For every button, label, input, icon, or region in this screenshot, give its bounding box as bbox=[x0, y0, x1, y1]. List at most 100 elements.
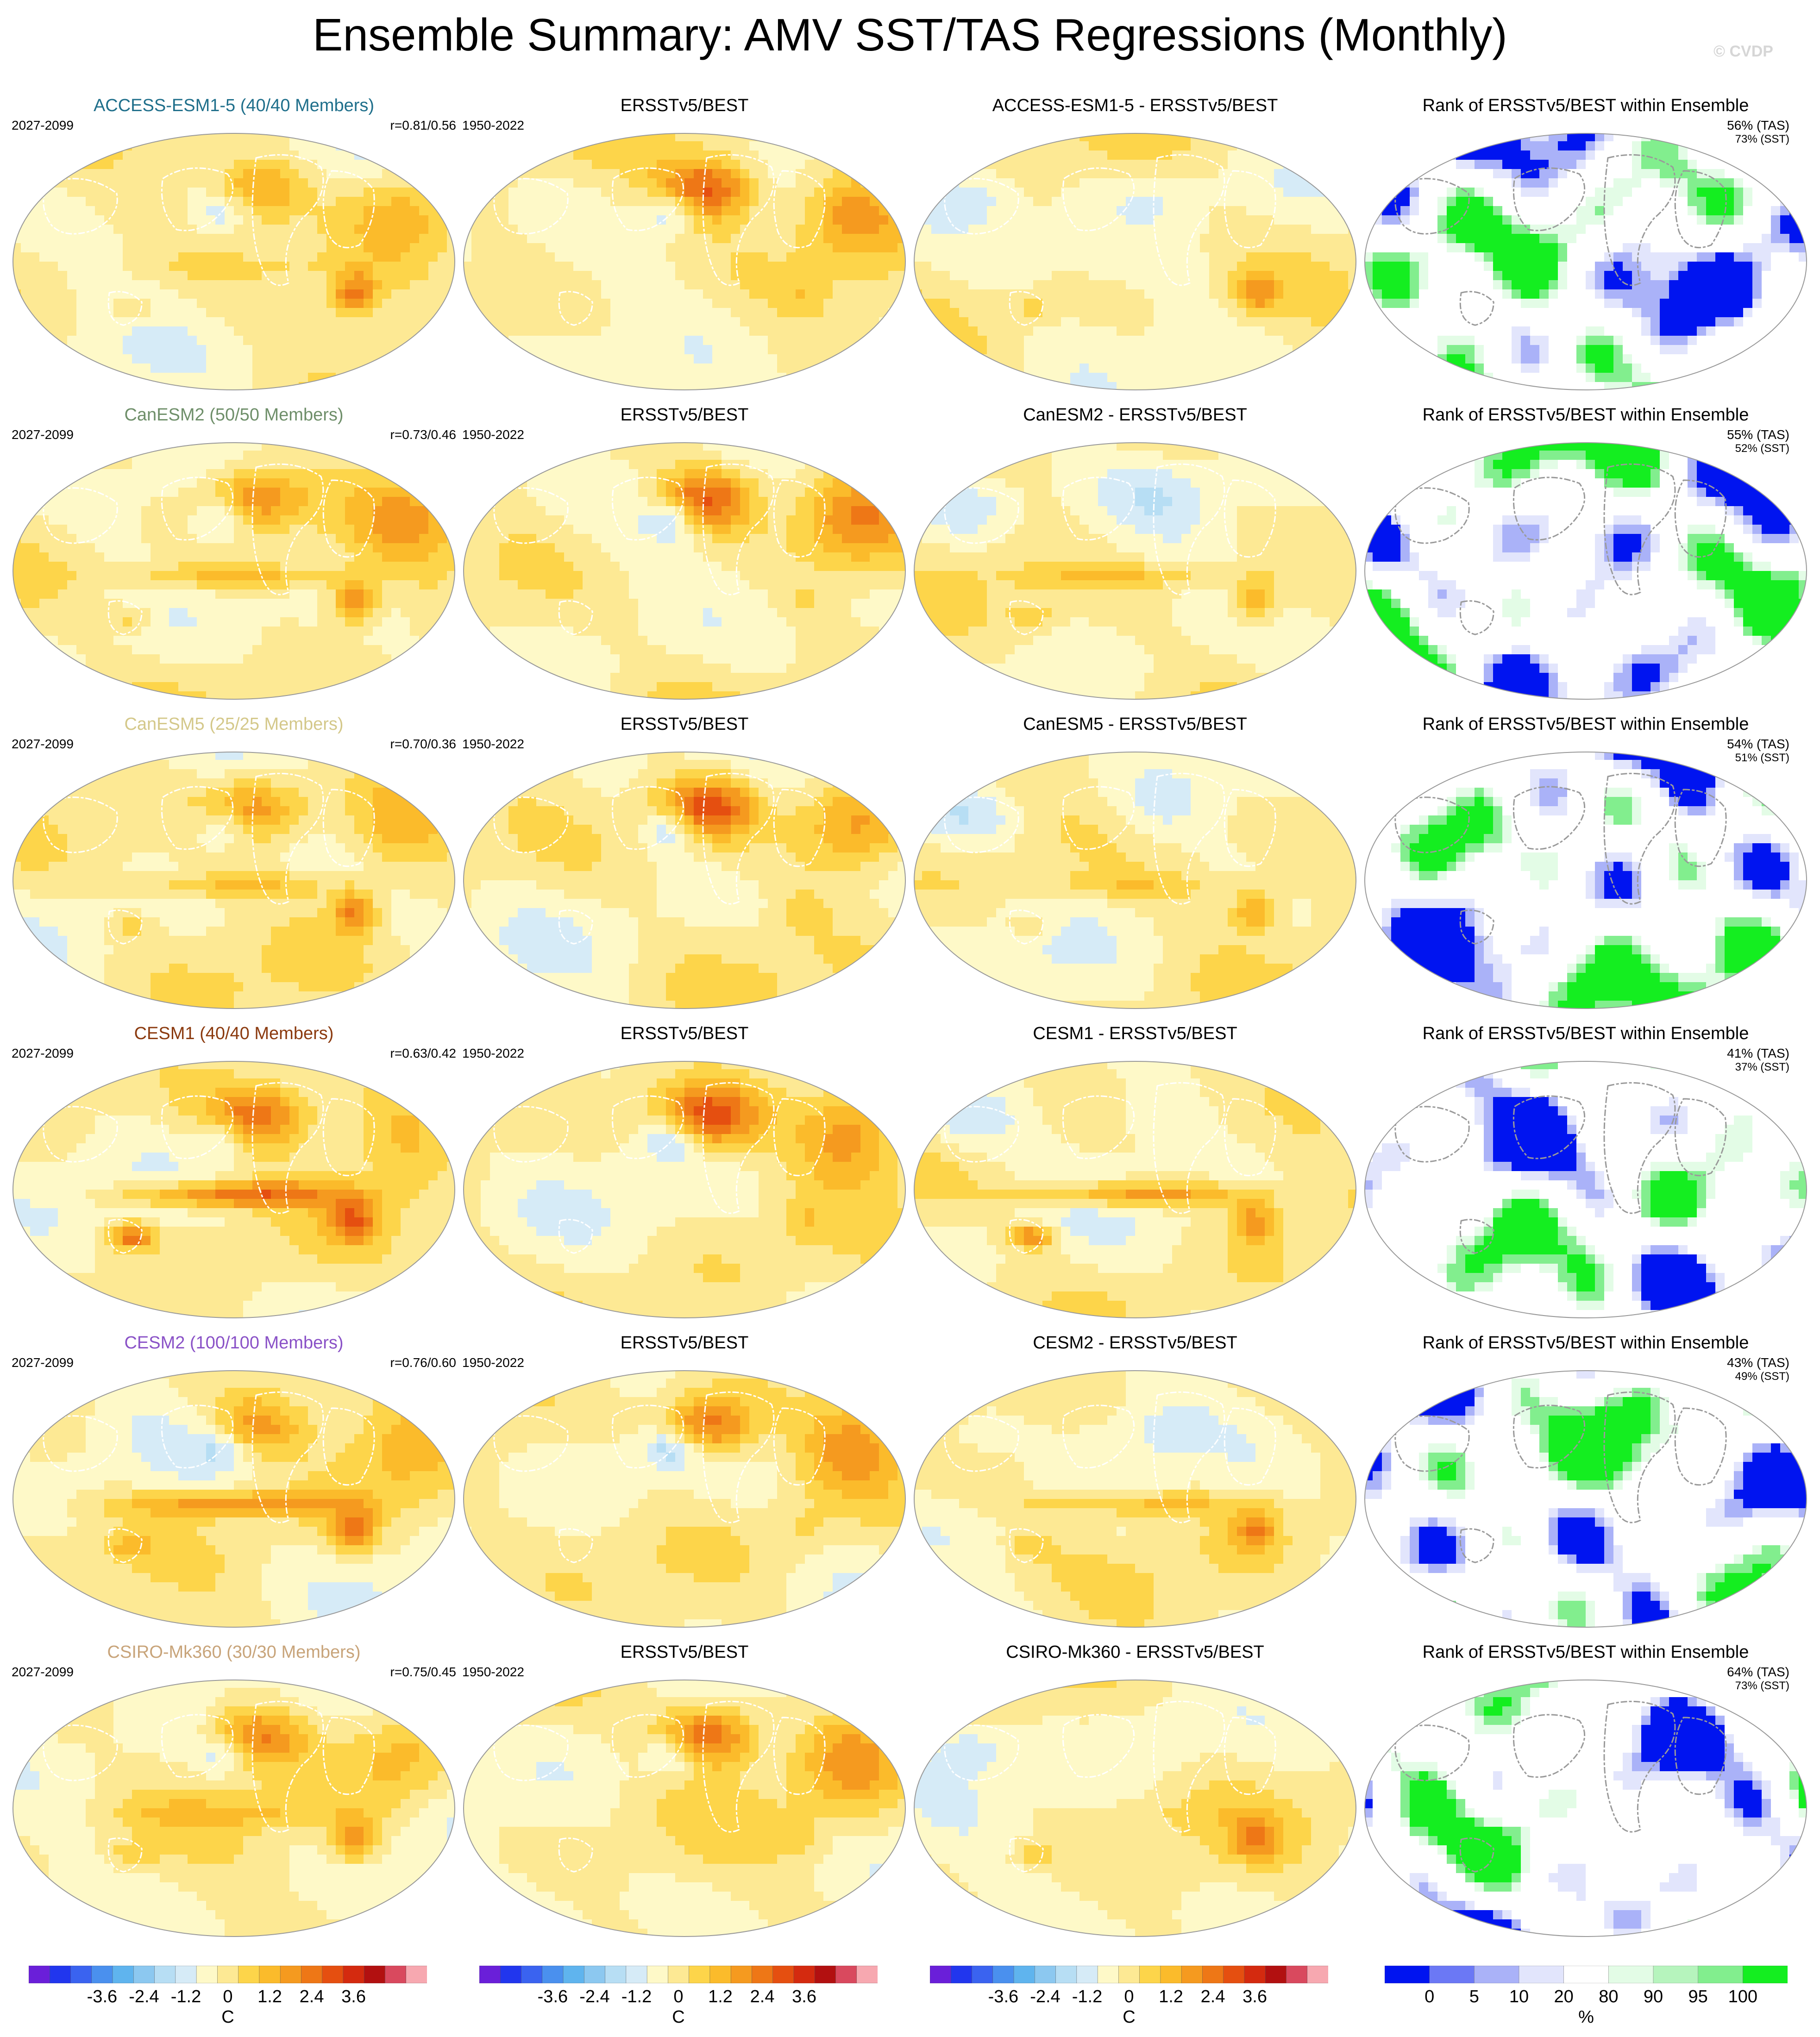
continent-outline bbox=[322, 1717, 375, 1795]
diff-panel: CSIRO-Mk360 - ERSSTv5/BEST bbox=[913, 1642, 1357, 1938]
global-map bbox=[1364, 133, 1807, 390]
colorbar-swatch bbox=[709, 1966, 731, 1983]
continent-outline bbox=[944, 796, 1019, 853]
correlation-label: r=0.81/0.56 bbox=[390, 118, 456, 133]
rank-title: Rank of ERSSTv5/BEST within Ensemble bbox=[1363, 95, 1808, 116]
colorbar-swatch bbox=[280, 1966, 302, 1983]
continent-outline bbox=[161, 476, 234, 541]
colorbar-tick-label: -1.2 bbox=[158, 1987, 213, 2007]
map-border bbox=[13, 133, 455, 390]
colorbar-swatch bbox=[1608, 1966, 1654, 1983]
colorbar-tick-label: 1.2 bbox=[242, 1987, 298, 2007]
diff-title: CSIRO-Mk360 - ERSSTv5/BEST bbox=[913, 1642, 1357, 1663]
rank-panel: Rank of ERSSTv5/BEST within Ensemble 55% … bbox=[1363, 404, 1808, 701]
rank-panel: Rank of ERSSTv5/BEST within Ensemble 54% … bbox=[1363, 714, 1808, 1010]
continent-outline bbox=[43, 178, 118, 235]
map-border bbox=[463, 442, 906, 700]
rank-title: Rank of ERSSTv5/BEST within Ensemble bbox=[1363, 1023, 1808, 1044]
colorbar-unit: C bbox=[1115, 2007, 1143, 2027]
colorbar-swatch bbox=[479, 1966, 501, 1983]
map-border bbox=[463, 752, 906, 1009]
continent-outline bbox=[773, 1407, 826, 1486]
global-map bbox=[914, 1370, 1356, 1628]
colorbar-swatch bbox=[50, 1966, 71, 1983]
continent-outline bbox=[1062, 1095, 1135, 1160]
continent-outline bbox=[611, 1404, 684, 1469]
colorbar-swatch bbox=[856, 1966, 878, 1983]
colorbar-swatch bbox=[992, 1966, 1014, 1983]
continent-outline bbox=[322, 170, 375, 249]
continent-outline bbox=[1009, 1528, 1044, 1563]
continent-outline bbox=[611, 167, 684, 232]
period-label: 1950-2022 bbox=[462, 118, 524, 133]
continent-outline bbox=[611, 1095, 684, 1160]
continent-outline bbox=[107, 909, 143, 945]
diff-panel: CanESM2 - ERSSTv5/BEST bbox=[913, 404, 1357, 701]
rank-colorbar bbox=[1385, 1966, 1788, 1983]
rank-tas-label: 56% (TAS) bbox=[1727, 118, 1789, 133]
continent-outline bbox=[1512, 476, 1586, 541]
rank-sst-label: 37% (SST) bbox=[1735, 1061, 1789, 1074]
continent-outline bbox=[611, 786, 684, 850]
period-label: 2027-2099 bbox=[12, 737, 74, 752]
colorbar-swatch bbox=[689, 1966, 710, 1983]
continent-outline bbox=[1512, 1404, 1586, 1469]
diff-title: CanESM5 - ERSSTv5/BEST bbox=[913, 714, 1357, 735]
continent-outline bbox=[1674, 1407, 1727, 1486]
obs-panel: ERSSTv5/BEST 1950-2022 bbox=[462, 1332, 907, 1629]
continent-outline bbox=[161, 167, 234, 232]
diff-panel: CanESM5 - ERSSTv5/BEST bbox=[913, 714, 1357, 1010]
continent-outline bbox=[1459, 1837, 1494, 1873]
continent-outline bbox=[1009, 1219, 1044, 1254]
continent-outline bbox=[107, 291, 143, 326]
period-label: 1950-2022 bbox=[462, 1665, 524, 1680]
map-border bbox=[13, 1680, 455, 1937]
colorbar-swatch bbox=[1307, 1966, 1328, 1983]
global-map bbox=[463, 442, 906, 700]
colorbar-swatch bbox=[1385, 1966, 1430, 1983]
colorbar-swatch bbox=[793, 1966, 815, 1983]
correlation-label: r=0.73/0.46 bbox=[390, 427, 456, 442]
colorbar-swatch bbox=[154, 1966, 176, 1983]
period-label: 1950-2022 bbox=[462, 1046, 524, 1061]
continent-outline bbox=[1512, 786, 1586, 850]
continent-outline bbox=[493, 1724, 569, 1781]
model-panel: ACCESS-ESM1-5 (40/40 Members) 2027-2099 r=… bbox=[12, 95, 456, 391]
continent-outline bbox=[1009, 291, 1044, 326]
colorbar-swatch bbox=[196, 1966, 218, 1983]
global-map bbox=[13, 442, 455, 700]
diff-title: CESM1 - ERSSTv5/BEST bbox=[913, 1023, 1357, 1044]
continent-outline bbox=[1394, 178, 1470, 235]
colorbar-tick-label: 100 bbox=[1715, 1987, 1770, 2007]
rank-sst-label: 49% (SST) bbox=[1735, 1370, 1789, 1383]
obs-panel: ERSSTv5/BEST 1950-2022 bbox=[462, 1642, 907, 1938]
page-title: Ensemble Summary: AMV SST/TAS Regression… bbox=[0, 5, 1820, 65]
colorbar-tick-label: 10 bbox=[1491, 1987, 1547, 2007]
colorbar-swatch bbox=[1139, 1966, 1161, 1983]
global-map bbox=[1364, 442, 1807, 700]
map-border bbox=[463, 1370, 906, 1628]
continent-outline bbox=[611, 1714, 684, 1778]
colorbar-swatch bbox=[217, 1966, 239, 1983]
diff-title: CESM2 - ERSSTv5/BEST bbox=[913, 1332, 1357, 1354]
colorbar-swatch bbox=[406, 1966, 427, 1983]
continent-outline bbox=[493, 487, 569, 544]
colorbar-tick-label: 2.4 bbox=[284, 1987, 339, 2007]
map-border bbox=[463, 133, 906, 390]
correlation-label: r=0.63/0.42 bbox=[390, 1046, 456, 1061]
model-title: CSIRO-Mk360 (30/30 Members) bbox=[12, 1642, 456, 1663]
model-panel: CSIRO-Mk360 (30/30 Members) 2027-2099 r=0.… bbox=[12, 1642, 456, 1938]
continent-outline bbox=[944, 1415, 1019, 1472]
continent-outline bbox=[43, 487, 118, 544]
global-map bbox=[13, 133, 455, 390]
colorbar-swatch bbox=[343, 1966, 364, 1983]
colorbar-swatch bbox=[364, 1966, 386, 1983]
regression-colorbar bbox=[479, 1966, 878, 1983]
model-title: CESM1 (40/40 Members) bbox=[12, 1023, 456, 1044]
continent-outline bbox=[493, 796, 569, 853]
colorbar-swatch bbox=[835, 1966, 857, 1983]
colorbar-swatch bbox=[772, 1966, 794, 1983]
map-border bbox=[1364, 1680, 1807, 1937]
continent-outline bbox=[107, 1837, 143, 1873]
continent-outline bbox=[1062, 167, 1135, 232]
